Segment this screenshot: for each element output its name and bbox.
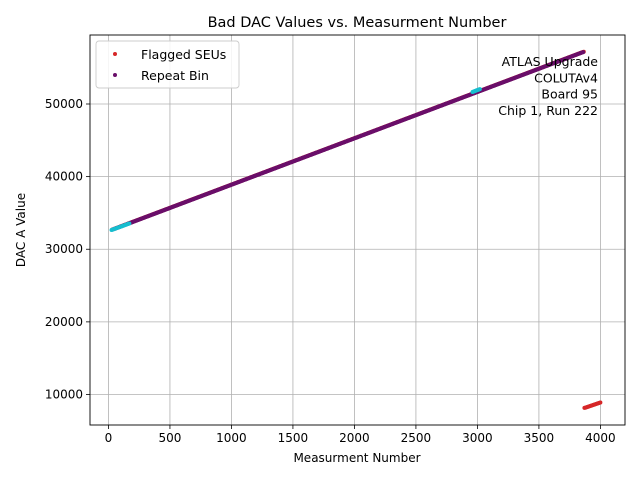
annotation-line: ATLAS Upgrade — [502, 54, 599, 69]
x-tick-label: 1000 — [216, 431, 247, 445]
chart-title: Bad DAC Values vs. Measurment Number — [208, 15, 507, 31]
x-tick-label: 500 — [158, 431, 181, 445]
grid-lines — [90, 35, 625, 425]
annotation-line: Chip 1, Run 222 — [498, 103, 598, 118]
y-axis-label: DAC A Value — [14, 193, 28, 267]
legend-frame — [95, 40, 240, 89]
legend-marker — [113, 73, 117, 77]
data-point — [127, 221, 132, 226]
x-tick-label: 3000 — [462, 431, 493, 445]
x-tick-label: 2500 — [401, 431, 432, 445]
series-repeat-bin — [111, 50, 586, 232]
x-tick-label: 3500 — [524, 431, 555, 445]
x-axis-label: Measurment Number — [293, 451, 420, 465]
plot-area-border — [89, 34, 626, 426]
x-tick-label: 1500 — [278, 431, 309, 445]
y-axis-ticks: 10000 20000 30000 40000 50000 — [45, 97, 90, 401]
legend-label: Repeat Bin — [141, 68, 209, 83]
annotation-line: COLUTAv4 — [534, 70, 598, 85]
y-tick-label: 20000 — [45, 315, 83, 329]
y-tick-label: 50000 — [45, 97, 83, 111]
series-unnamed-2 — [109, 87, 482, 232]
x-tick-label: 4000 — [585, 431, 616, 445]
legend: Flagged SEUs Repeat Bin — [95, 40, 240, 89]
y-tick-label: 30000 — [45, 242, 83, 256]
data-points — [109, 49, 603, 410]
data-point — [598, 400, 603, 405]
legend-marker — [113, 52, 117, 56]
x-axis-ticks: 0 500 1000 1500 2000 2500 3000 3500 4000 — [105, 425, 616, 445]
legend-label: Flagged SEUs — [141, 47, 226, 62]
y-tick-label: 40000 — [45, 170, 83, 184]
annotation-line: Board 95 — [541, 87, 598, 102]
x-tick-label: 0 — [105, 431, 113, 445]
y-tick-label: 10000 — [45, 387, 83, 401]
data-point — [477, 87, 482, 92]
data-point — [581, 50, 586, 55]
x-tick-label: 2000 — [339, 431, 370, 445]
